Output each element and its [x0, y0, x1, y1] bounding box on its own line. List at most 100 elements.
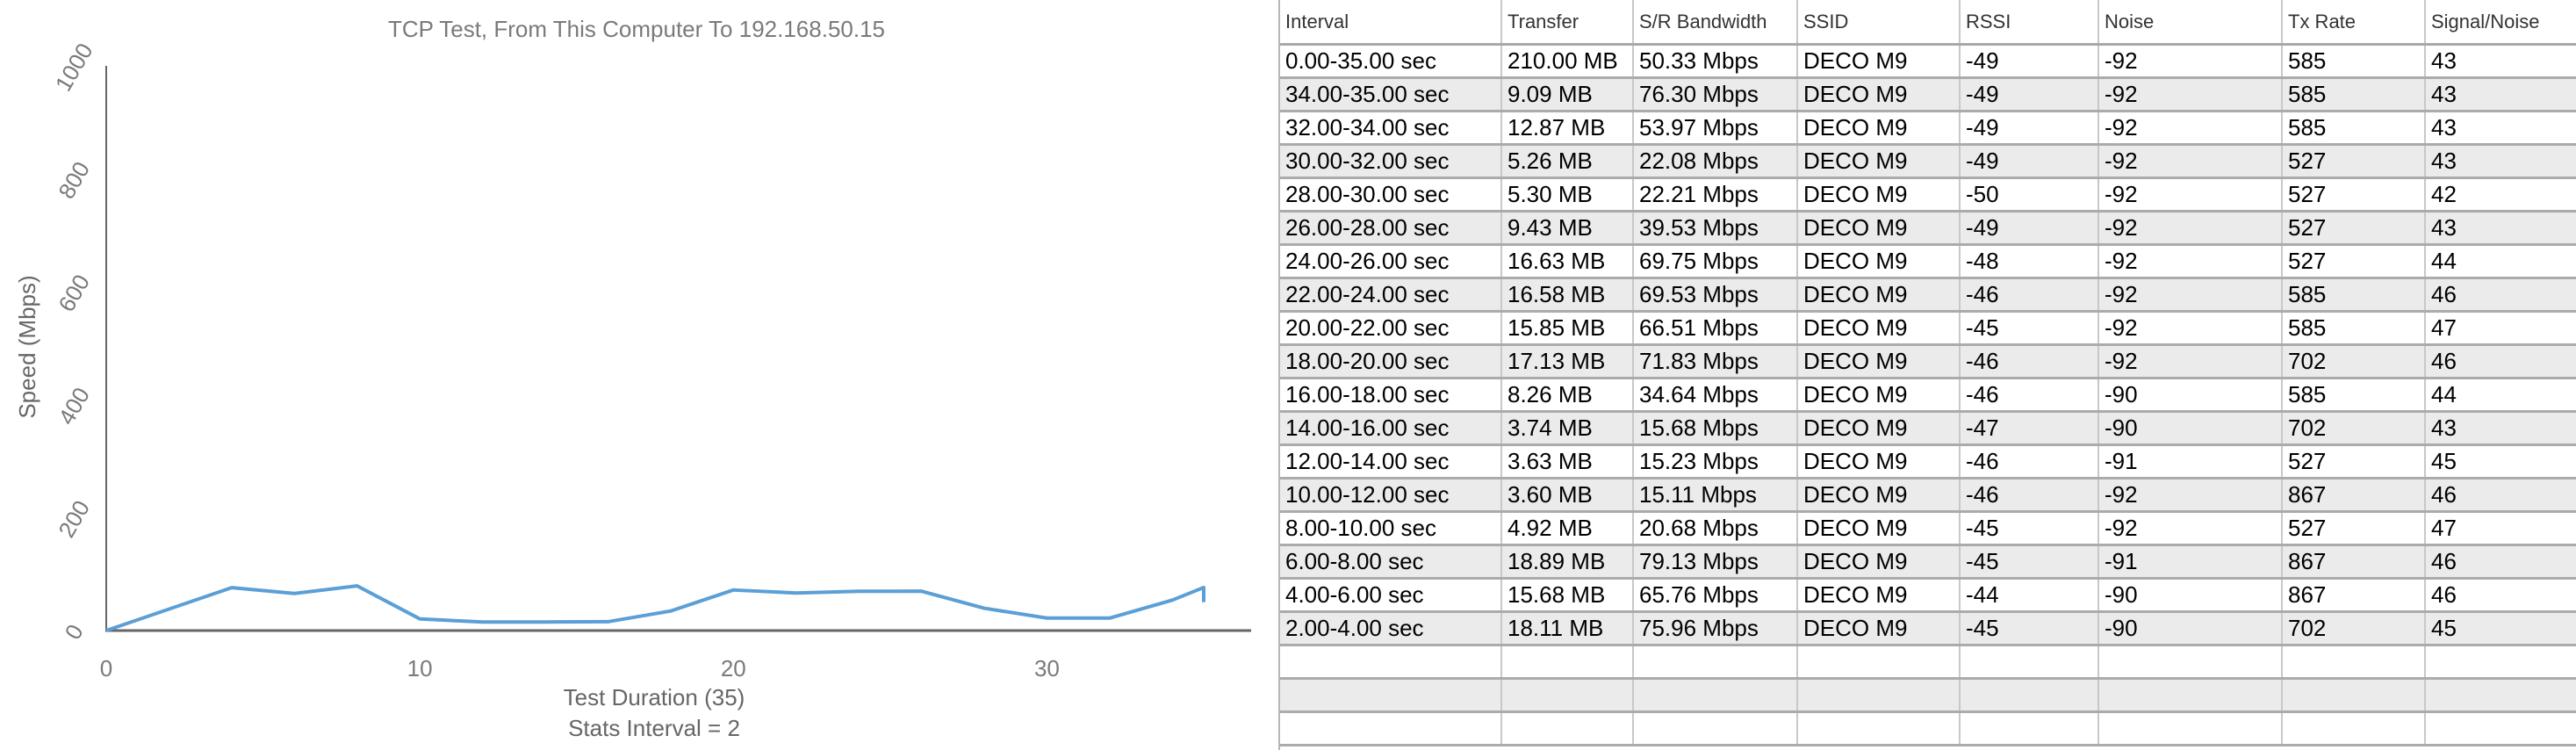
column-header-s-r-bandwidth[interactable]: S/R Bandwidth: [1633, 0, 1798, 46]
table-cell: 210.00 MB: [1501, 44, 1634, 79]
table-cell: 46: [2425, 344, 2576, 379]
table-cell: -92: [2098, 177, 2283, 213]
table-cell: [1960, 711, 2099, 746]
table-cell: 16.63 MB: [1501, 244, 1634, 279]
y-tick-label: 0: [60, 620, 89, 645]
column-header-transfer[interactable]: Transfer: [1501, 0, 1634, 46]
table-cell: 0.00-35.00 sec: [1280, 44, 1502, 79]
table-header-row: Interval Transfer S/R Bandwidth SSID RSSI Noi…: [1280, 0, 2576, 46]
table-cell: [1280, 678, 1502, 713]
table-cell: 47: [2425, 511, 2576, 546]
table-row[interactable]: 32.00-34.00 sec 12.87 MB 53.97 Mbps DECO M9…: [1280, 111, 2576, 146]
table-row[interactable]: 2.00-4.00 sec 18.11 MB 75.96 Mbps DECO M9 -4…: [1280, 611, 2576, 646]
table-row[interactable]: 12.00-14.00 sec 3.63 MB 15.23 Mbps DECO M9-…: [1280, 444, 2576, 480]
table-cell: [1280, 711, 1502, 746]
table-cell: 65.76 Mbps: [1633, 578, 1798, 613]
table-cell: DECO M9: [1797, 244, 1961, 279]
table-cell: -92: [2098, 144, 2283, 179]
table-row[interactable]: 20.00-22.00 sec 15.85 MB 66.51 Mbps DECO M9…: [1280, 311, 2576, 346]
table-cell: 34.64 Mbps: [1633, 378, 1798, 413]
table-cell: 527: [2282, 144, 2426, 179]
table-cell: -47: [1960, 411, 2099, 446]
column-header-signal-noise[interactable]: Signal/Noise: [2425, 0, 2576, 46]
column-header-noise[interactable]: Noise: [2098, 0, 2283, 46]
table-cell: -49: [1960, 77, 2099, 112]
table-cell: 702: [2282, 344, 2426, 379]
table-cell: 6.00-8.00 sec: [1280, 544, 1502, 580]
table-cell: [1280, 645, 1502, 680]
table-cell: -92: [2098, 211, 2283, 246]
table-cell: 527: [2282, 244, 2426, 279]
table-cell: -92: [2098, 77, 2283, 112]
empty-table-row: [1280, 645, 2576, 680]
table-row[interactable]: 26.00-28.00 sec 9.43 MB 39.53 Mbps DECO M9-…: [1280, 211, 2576, 246]
column-header-rssi[interactable]: RSSI: [1960, 0, 2099, 46]
table-row[interactable]: 6.00-8.00 sec 18.89 MB 79.13 Mbps DECO M9 -4…: [1280, 544, 2576, 580]
table-cell: 8.26 MB: [1501, 378, 1634, 413]
table-cell: 43: [2425, 144, 2576, 179]
table-cell: DECO M9: [1797, 511, 1961, 546]
table-row[interactable]: 22.00-24.00 sec 16.58 MB 69.53 Mbps DECO M9…: [1280, 278, 2576, 313]
table-cell: 702: [2282, 611, 2426, 646]
table-row[interactable]: 14.00-16.00 sec 3.74 MB 15.68 Mbps DECO M9-…: [1280, 411, 2576, 446]
table-cell: -46: [1960, 444, 2099, 480]
table-cell: -92: [2098, 478, 2283, 513]
table-cell: -45: [1960, 611, 2099, 646]
table-cell: 43: [2425, 211, 2576, 246]
table-cell: 15.68 Mbps: [1633, 411, 1798, 446]
table-cell: 44: [2425, 244, 2576, 279]
table-row[interactable]: 28.00-30.00 sec 5.30 MB 22.21 Mbps DECO M9-…: [1280, 177, 2576, 213]
table-cell: 20.00-22.00 sec: [1280, 311, 1502, 346]
empty-table-row: [1280, 711, 2576, 746]
table-cell: DECO M9: [1797, 378, 1961, 413]
table-cell: -90: [2098, 411, 2283, 446]
table-cell: 527: [2282, 511, 2426, 546]
column-header-ssid[interactable]: SSID: [1797, 0, 1961, 46]
table-cell: DECO M9: [1797, 611, 1961, 646]
table-cell: 76.30 Mbps: [1633, 77, 1798, 112]
table-cell: -92: [2098, 44, 2283, 79]
table-cell: -45: [1960, 511, 2099, 546]
table-cell: -90: [2098, 378, 2283, 413]
table-cell: [2098, 645, 2283, 680]
y-axis-label: Speed (Mbps): [14, 275, 40, 418]
column-header-interval[interactable]: Interval: [1280, 0, 1502, 46]
x-tick-label: 20: [721, 655, 746, 681]
table-cell: 527: [2282, 211, 2426, 246]
table-cell: 3.74 MB: [1501, 411, 1634, 446]
table-row[interactable]: 10.00-12.00 sec 3.60 MB 15.11 Mbps DECO M9-…: [1280, 478, 2576, 513]
table-cell: 18.89 MB: [1501, 544, 1634, 580]
table-row[interactable]: 4.00-6.00 sec 15.68 MB 65.76 Mbps DECO M9 -4…: [1280, 578, 2576, 613]
table-row[interactable]: 24.00-26.00 sec 16.63 MB 69.75 Mbps DECO M9…: [1280, 244, 2576, 279]
table-cell: 17.13 MB: [1501, 344, 1634, 379]
table-cell: [2282, 711, 2426, 746]
column-header-tx-rate[interactable]: Tx Rate: [2282, 0, 2426, 46]
table-row[interactable]: 18.00-20.00 sec 17.13 MB 71.83 Mbps DECO M9…: [1280, 344, 2576, 379]
table-cell: DECO M9: [1797, 578, 1961, 613]
table-cell: 585: [2282, 278, 2426, 313]
table-cell: [1633, 711, 1798, 746]
table-row[interactable]: 34.00-35.00 sec 9.09 MB 76.30 Mbps DECO M9-…: [1280, 77, 2576, 112]
table-row[interactable]: 30.00-32.00 sec 5.26 MB 22.08 Mbps DECO M9-…: [1280, 144, 2576, 179]
table-row[interactable]: 0.00-35.00 sec 210.00 MB 50.33 Mbps DECO M9…: [1280, 44, 2576, 79]
table-cell: 702: [2282, 411, 2426, 446]
table-cell: 9.43 MB: [1501, 211, 1634, 246]
table-cell: 66.51 Mbps: [1633, 311, 1798, 346]
table-cell: 9.09 MB: [1501, 77, 1634, 112]
table-cell: -92: [2098, 311, 2283, 346]
table-cell: 43: [2425, 77, 2576, 112]
table-row[interactable]: 16.00-18.00 sec 8.26 MB 34.64 Mbps DECO M9-…: [1280, 378, 2576, 413]
empty-table-row: [1280, 678, 2576, 713]
table-row[interactable]: 8.00-10.00 sec 4.92 MB 20.68 Mbps DECO M9 -4…: [1280, 511, 2576, 546]
speed-chart: TCP Test, From This Computer To 192.168.…: [14, 16, 1251, 741]
table-cell: 24.00-26.00 sec: [1280, 244, 1502, 279]
table-cell: [1501, 645, 1634, 680]
table-cell: DECO M9: [1797, 144, 1961, 179]
table-cell: 43: [2425, 411, 2576, 446]
table-cell: [1960, 645, 2099, 680]
table-cell: DECO M9: [1797, 111, 1961, 146]
table-cell: 585: [2282, 111, 2426, 146]
table-cell: DECO M9: [1797, 77, 1961, 112]
y-tick-label: 600: [53, 270, 95, 316]
table-cell: 18.11 MB: [1501, 611, 1634, 646]
